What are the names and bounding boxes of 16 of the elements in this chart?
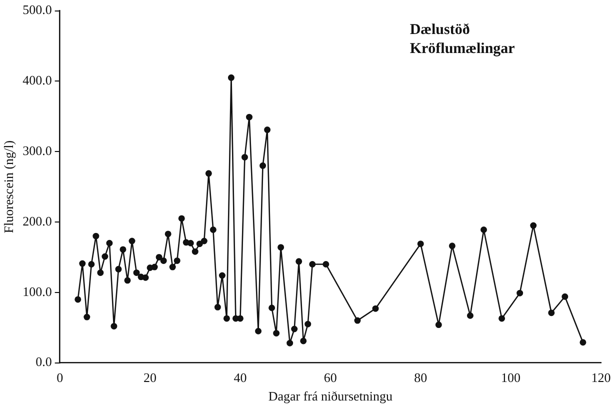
y-tick-label: 200.0 (22, 213, 52, 228)
x-tick-label: 120 (591, 370, 611, 386)
y-tick-label: 400.0 (22, 72, 52, 88)
y-tick-label: 500.0 (22, 2, 52, 18)
x-tick-label: 100 (501, 370, 521, 386)
x-tick-label: 80 (414, 370, 428, 386)
x-tick-label: 40 (234, 370, 247, 386)
x-axis-title: Dagar frá niðursetningu (268, 388, 394, 404)
y-tick-label: 300.0 (22, 143, 52, 158)
x-tick-label: 60 (324, 370, 337, 386)
text: Dælustöð Kröflumælingar (410, 22, 516, 58)
y-tick-label: 0.0 (36, 354, 52, 370)
y-tick-label: 100.0 (22, 284, 52, 299)
x-tick-label: 0 (56, 370, 64, 386)
y-axis-title: Fluorescein (ng/l) (1, 140, 16, 234)
x-tick-label: 20 (144, 370, 157, 386)
